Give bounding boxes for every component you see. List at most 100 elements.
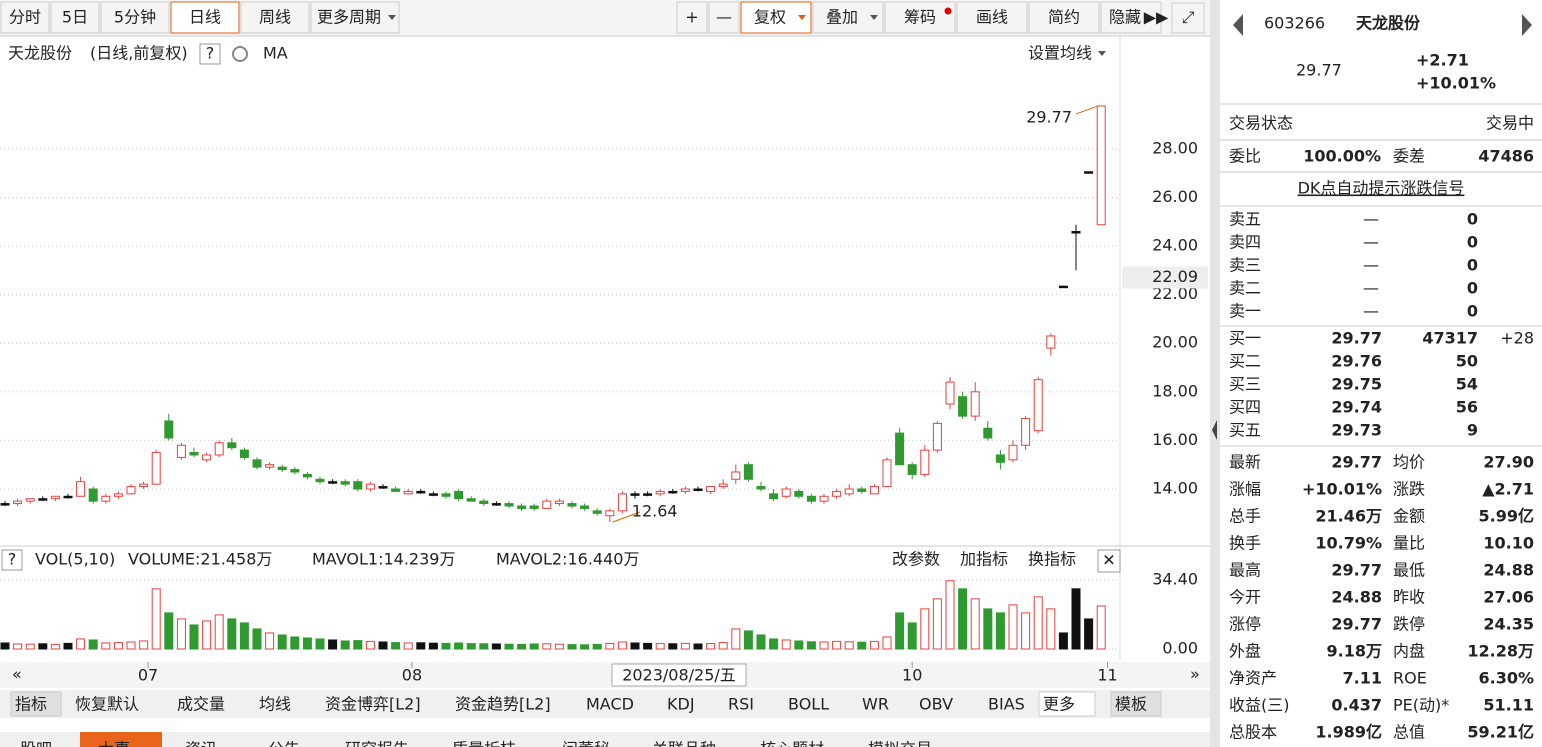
help-mark: ?: [206, 44, 215, 63]
close-box[interactable]: [1097, 549, 1121, 573]
help-box[interactable]: [1, 549, 23, 571]
volume-bar: [290, 636, 300, 650]
volume-bar: [756, 634, 766, 650]
indicator-tab[interactable]: BIAS: [988, 695, 1025, 714]
tab-box[interactable]: [1110, 691, 1162, 717]
x-tick-label: 10: [902, 666, 922, 685]
dropdown-arrow: [798, 15, 806, 20]
stat-value: 59.21亿: [1467, 723, 1534, 742]
indicator-tab[interactable]: 成交量: [177, 695, 225, 714]
ask-price: —: [1363, 256, 1379, 275]
indicator-tab[interactable]: 均线: [259, 695, 291, 714]
candle-body: [1096, 105, 1106, 226]
splitter[interactable]: [1210, 0, 1220, 747]
volume-bar: [592, 643, 602, 650]
candle-body: [479, 500, 489, 505]
commission-label: 委差: [1393, 147, 1425, 166]
candle-body: [1058, 285, 1068, 289]
stat-value: 27.06: [1483, 588, 1534, 607]
volume-bar: [945, 580, 955, 650]
next-arrow[interactable]: [1522, 14, 1532, 36]
prev-arrow[interactable]: [1233, 14, 1243, 36]
ask-label: 卖四: [1229, 233, 1261, 252]
candle-body: [277, 466, 287, 471]
indicator-tab[interactable]: 更多: [1043, 695, 1075, 714]
period-button[interactable]: [170, 1, 240, 34]
bid-price: 29.73: [1331, 421, 1382, 440]
candle-body: [202, 454, 212, 461]
bid-label: 买三: [1229, 375, 1261, 394]
candle-body: [580, 505, 590, 509]
indicator-tab[interactable]: RSI: [728, 695, 754, 714]
indicator-tab[interactable]: MACD: [586, 695, 634, 714]
signal-banner[interactable]: DK点自动提示涨跌信号: [1298, 179, 1465, 198]
tool-button[interactable]: [740, 1, 812, 34]
volume-bar: [857, 641, 867, 650]
scroll-right[interactable]: »: [1190, 665, 1200, 684]
indicator-tab[interactable]: 指标: [15, 695, 47, 714]
tool-button[interactable]: [884, 1, 956, 34]
candle-body: [0, 503, 10, 506]
tool-button[interactable]: [956, 1, 1028, 34]
indicator-tab[interactable]: 模板: [1115, 695, 1147, 714]
period-button[interactable]: [50, 1, 100, 34]
period-button[interactable]: [0, 1, 50, 34]
stat-label: 昨收: [1393, 588, 1425, 607]
scroll-left[interactable]: «: [12, 665, 22, 684]
candle-body: [743, 464, 753, 480]
indicator-tab[interactable]: OBV: [919, 695, 953, 714]
indicator-tab[interactable]: WR: [862, 695, 889, 714]
indicator-tab[interactable]: BOLL: [788, 695, 829, 714]
tool-label: 简约: [1048, 8, 1080, 27]
stat-value: 12.28万: [1467, 642, 1534, 661]
bottom-tab[interactable]: 关联品种: [652, 740, 716, 747]
help-box[interactable]: [199, 43, 221, 65]
settings-icon[interactable]: [232, 46, 248, 62]
indicator-tab[interactable]: 资金趋势[L2]: [455, 695, 551, 714]
bottom-tab[interactable]: 模拟交易: [868, 740, 932, 747]
tab-active: [80, 732, 162, 747]
tool-button[interactable]: [1028, 1, 1100, 34]
bottom-tab[interactable]: 核心题材: [760, 740, 824, 747]
bid-label: 买一: [1229, 329, 1261, 348]
stat-value: 6.30%: [1478, 669, 1534, 688]
tab-box[interactable]: [10, 691, 62, 717]
volume-action[interactable]: 换指标: [1028, 550, 1076, 569]
volume-action[interactable]: 改参数: [892, 550, 940, 569]
tool-button[interactable]: [708, 1, 740, 34]
bottom-tab[interactable]: 股吧: [20, 740, 52, 747]
bottom-tab[interactable]: 质量折枝: [452, 740, 516, 747]
stat-label: 净资产: [1229, 669, 1277, 688]
bottom-tab[interactable]: 研究报告: [345, 740, 409, 747]
volume-bar: [693, 643, 703, 650]
indicator-tab[interactable]: KDJ: [667, 695, 695, 714]
fullscreen-button[interactable]: [1171, 2, 1205, 34]
price-change: +2.71: [1416, 51, 1469, 70]
period-button[interactable]: [240, 1, 310, 34]
bottom-tab[interactable]: 公告: [268, 740, 300, 747]
candle-body: [907, 464, 917, 475]
candle-body: [819, 495, 829, 502]
candle-body: [895, 432, 905, 466]
indicator-tab[interactable]: 恢复默认: [75, 695, 139, 714]
period-button[interactable]: [310, 1, 400, 34]
candle-body: [592, 510, 602, 514]
ma-setting[interactable]: 设置均线: [1028, 44, 1092, 63]
period-button[interactable]: [100, 1, 170, 34]
tool-button[interactable]: [1100, 1, 1162, 34]
stat-label: 内盘: [1393, 642, 1425, 661]
bottom-tab[interactable]: 资讯: [185, 740, 217, 747]
bid-price: 29.75: [1331, 375, 1382, 394]
bottom-tab[interactable]: 大事: [98, 740, 130, 747]
indicator-tab[interactable]: 资金博弈[L2]: [325, 695, 421, 714]
ask-label: 卖三: [1229, 256, 1261, 275]
candle-body: [76, 481, 86, 497]
tool-button[interactable]: [676, 1, 708, 34]
volume-action[interactable]: 加指标: [960, 550, 1008, 569]
stat-value: 29.77: [1331, 453, 1382, 472]
volume-bar: [38, 643, 48, 650]
tab-box[interactable]: [1038, 691, 1096, 717]
candle-body: [932, 422, 942, 451]
bottom-tab[interactable]: 问董秘: [562, 740, 610, 747]
tool-button[interactable]: [812, 1, 884, 34]
